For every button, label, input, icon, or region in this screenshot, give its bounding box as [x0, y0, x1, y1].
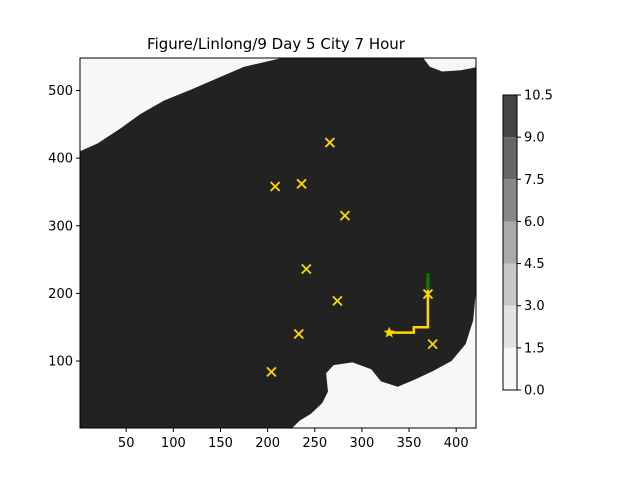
- x-tick-label: 150: [208, 436, 233, 451]
- city-marker-stroke: [339, 210, 351, 221]
- colorbar-band: [503, 137, 517, 180]
- city-marker: [427, 338, 438, 350]
- y-tick-label: 300: [48, 219, 73, 234]
- city-marker: [266, 366, 277, 377]
- colorbar-tick-label: 0.0: [524, 384, 545, 399]
- city-marker-stroke: [301, 263, 312, 275]
- x-tick-label: 300: [350, 436, 375, 451]
- colorbar-band: [503, 179, 517, 222]
- y-tick-label: 200: [48, 287, 73, 302]
- city-marker-stroke: [270, 181, 281, 192]
- colorbar-band: [503, 305, 517, 348]
- colorbar-tick-label: 1.5: [524, 341, 545, 356]
- colorbar-band: [503, 263, 517, 306]
- y-axis: 100 200 300 400 500: [48, 84, 80, 370]
- colorbar-tick-label: 3.0: [524, 299, 545, 314]
- colorbar: 0.0 1.5 3.0 4.5 6.0 7.5 9.0 10.5: [502, 89, 553, 399]
- colorbar-tick-label: 9.0: [524, 131, 545, 146]
- x-tick-label: 50: [118, 436, 135, 451]
- city-marker-stroke: [296, 178, 307, 189]
- chart-title: Figure/Linlong/9 Day 5 City 7 Hour: [147, 35, 406, 53]
- colorbar-tick-label: 4.5: [524, 257, 545, 272]
- x-tick-label: 350: [397, 436, 422, 451]
- x-tick-label: 200: [255, 436, 280, 451]
- city-marker: [332, 295, 343, 306]
- city-marker-stroke: [266, 366, 277, 377]
- plot-frame: [79, 57, 477, 429]
- y-tick-label: 100: [48, 355, 73, 370]
- colorbar-tick-label: 10.5: [524, 89, 553, 104]
- x-tick-label: 100: [161, 436, 186, 451]
- x-axis: 50 100 150 200 250 300 350 400: [118, 428, 469, 451]
- city-marker-stroke: [332, 295, 343, 306]
- colorbar-frame: [502, 94, 518, 391]
- x-tick-label: 250: [302, 436, 327, 451]
- city-marker: [301, 263, 312, 275]
- city-marker: [422, 288, 434, 300]
- city-marker-stroke: [293, 328, 304, 340]
- colorbar-band: [503, 95, 517, 138]
- route-line: [389, 276, 430, 334]
- city-marker: [339, 210, 351, 221]
- field-region: [80, 58, 476, 428]
- y-tick-label: 400: [48, 152, 73, 167]
- city-marker: [296, 178, 307, 189]
- start-star-marker: [383, 326, 395, 338]
- map-layer: [80, 58, 476, 428]
- plot-area: [79, 57, 477, 429]
- y-tick-label: 500: [48, 84, 73, 99]
- city-marker-stroke: [324, 137, 335, 148]
- city-marker-stroke: [422, 288, 434, 300]
- city-marker: [324, 137, 335, 148]
- colorbar-band: [503, 221, 517, 264]
- colorbar-band: [503, 347, 517, 390]
- colorbar-tick-label: 7.5: [524, 173, 545, 188]
- city-marker: [293, 328, 304, 340]
- x-tick-label: 400: [444, 436, 469, 451]
- city-marker: [270, 181, 281, 192]
- city-marker-stroke: [427, 338, 438, 350]
- colorbar-tick-label: 6.0: [524, 215, 545, 230]
